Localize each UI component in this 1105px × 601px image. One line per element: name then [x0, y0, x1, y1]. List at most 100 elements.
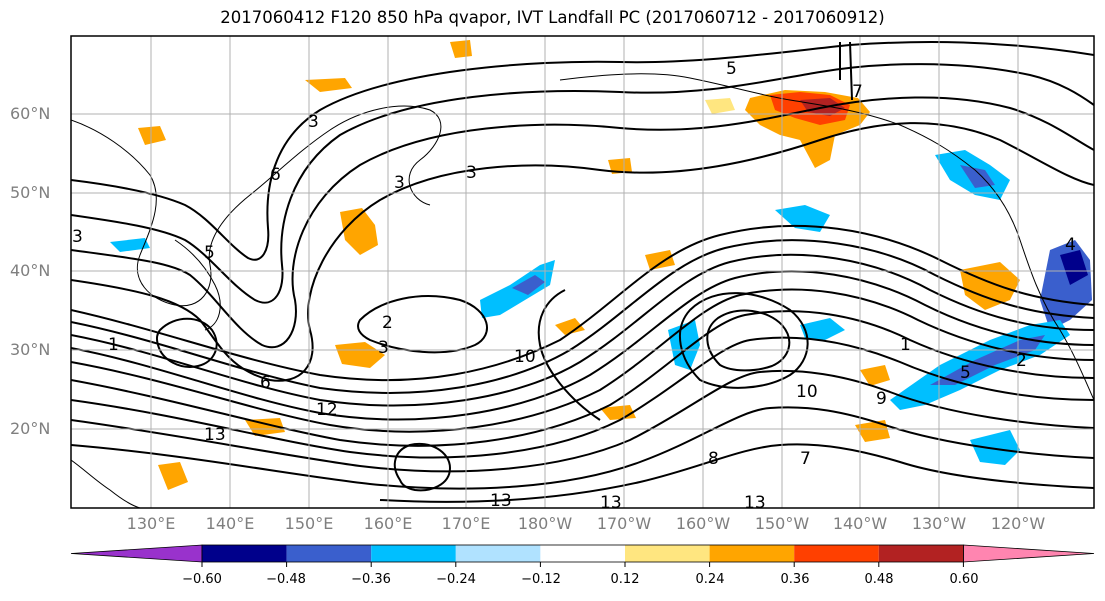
- anomaly-patch: [335, 342, 385, 368]
- coastline: [71, 105, 442, 307]
- colorbar-tick-label: −0.24: [436, 572, 476, 587]
- contour-line: [71, 224, 1094, 382]
- contour-line: [71, 122, 1094, 382]
- contour-label: 4: [1065, 235, 1076, 255]
- contour-line: [71, 96, 1094, 349]
- contour-line: [71, 63, 1094, 304]
- contour-label: 1: [108, 335, 119, 355]
- coastlines: [71, 73, 1094, 508]
- colorbar-tick-label: 0.12: [610, 572, 640, 587]
- colorbar-tick-label: −0.36: [351, 572, 391, 587]
- anomaly-patch: [960, 262, 1020, 310]
- anomaly-patch: [555, 318, 585, 335]
- contour-line: [839, 41, 853, 101]
- anomaly-patch: [860, 365, 890, 386]
- contour-label: 8: [708, 449, 719, 469]
- lat-label: 60°N: [10, 104, 51, 123]
- colorbar-tick-label: −0.60: [182, 572, 222, 587]
- colorbar-tick-label: −0.12: [521, 572, 561, 587]
- anomaly-patch: [158, 462, 188, 490]
- contour-label: 10: [514, 347, 536, 367]
- contour-label: 13: [204, 425, 226, 445]
- colorbar-ticks: [201, 562, 964, 567]
- contour-label: 10: [796, 382, 818, 402]
- contour-label: 3: [466, 163, 477, 183]
- coastline: [559, 73, 1094, 401]
- anomaly-patch: [930, 335, 1045, 385]
- contour-label: 5: [204, 243, 215, 263]
- lon-label: 180°W: [517, 514, 573, 533]
- contour-label: 6: [270, 165, 281, 185]
- contour-label: 2: [1016, 351, 1027, 371]
- lon-label: 130°W: [911, 514, 967, 533]
- anomaly-patch: [340, 208, 378, 255]
- contour-label: 6: [260, 373, 271, 393]
- contour-line: [71, 336, 1094, 459]
- contour-label: 2: [382, 313, 393, 333]
- lon-label: 160°W: [675, 514, 731, 533]
- contour-line: [71, 270, 1094, 421]
- lon-label: 170°E: [441, 514, 491, 533]
- lon-label: 130°E: [126, 514, 176, 533]
- contour-line: [71, 310, 1094, 447]
- coastline: [174, 239, 221, 331]
- lat-label: 30°N: [10, 340, 51, 359]
- contour-label: 1: [900, 335, 911, 355]
- anomaly-patch: [608, 158, 632, 174]
- contour-label: 7: [852, 82, 863, 102]
- anomaly-patch: [138, 126, 166, 145]
- contour-line: [357, 295, 488, 354]
- contour-label: 13: [744, 493, 766, 513]
- contour-label: 3: [394, 173, 405, 193]
- lat-label: 50°N: [10, 183, 51, 202]
- contour-label: 3: [308, 112, 319, 132]
- coastline: [71, 459, 141, 508]
- contour-lines: [71, 41, 1094, 503]
- anomaly-patch: [960, 165, 995, 188]
- contour-line: [537, 289, 601, 421]
- graticule: [71, 36, 1094, 508]
- contour-label: 13: [600, 493, 622, 513]
- lon-label: 170°W: [596, 514, 652, 533]
- colorbar-tick-label: 0.36: [780, 572, 810, 587]
- lat-label: 20°N: [10, 419, 51, 438]
- contour-label: 5: [960, 363, 971, 383]
- contour-line: [393, 442, 452, 492]
- lon-label: 120°W: [990, 514, 1046, 533]
- contour-line: [71, 239, 1094, 394]
- anomaly-patch: [245, 418, 285, 436]
- contour-label: 3: [72, 227, 83, 247]
- contour-line: [71, 253, 1094, 407]
- colorbar-tick-label: 0.48: [864, 572, 894, 587]
- anomaly-patch: [775, 205, 830, 232]
- contour-line: [678, 292, 809, 389]
- colorbar-tick-label: −0.48: [266, 572, 306, 587]
- contour-line: [379, 443, 1094, 503]
- anomaly-patch: [800, 318, 845, 340]
- lon-label: 140°E: [205, 514, 255, 533]
- contour-line: [155, 317, 218, 368]
- contour-label: 13: [490, 491, 512, 511]
- anomaly-patch: [855, 420, 890, 442]
- lon-label: 140°W: [832, 514, 888, 533]
- contour-line: [71, 406, 1094, 490]
- anomaly-patch: [970, 430, 1020, 465]
- lat-label: 40°N: [10, 261, 51, 280]
- colorbar-tick-label: 0.60: [949, 572, 979, 587]
- map-frame: [70, 35, 1095, 509]
- contour-label: 7: [800, 449, 811, 469]
- contour-line: [71, 369, 1094, 473]
- anomaly-patch: [705, 98, 735, 114]
- anomaly-patch: [645, 250, 675, 270]
- anomaly-patch: [1060, 250, 1088, 285]
- contour-label: 9: [876, 389, 887, 409]
- contour-label: 12: [316, 400, 338, 420]
- contour-label: 3: [378, 338, 389, 358]
- colorbar-tick-label: 0.24: [695, 572, 725, 587]
- contour-line: [71, 288, 1094, 433]
- anomaly-patch: [305, 78, 352, 92]
- contour-label: 5: [726, 59, 737, 79]
- lon-label: 160°E: [363, 514, 413, 533]
- lon-label: 150°E: [284, 514, 334, 533]
- map-plot: 5 7 3 6 3 3 5 3 4 2 3 12 13 1 10 9 10 8 …: [70, 35, 1095, 513]
